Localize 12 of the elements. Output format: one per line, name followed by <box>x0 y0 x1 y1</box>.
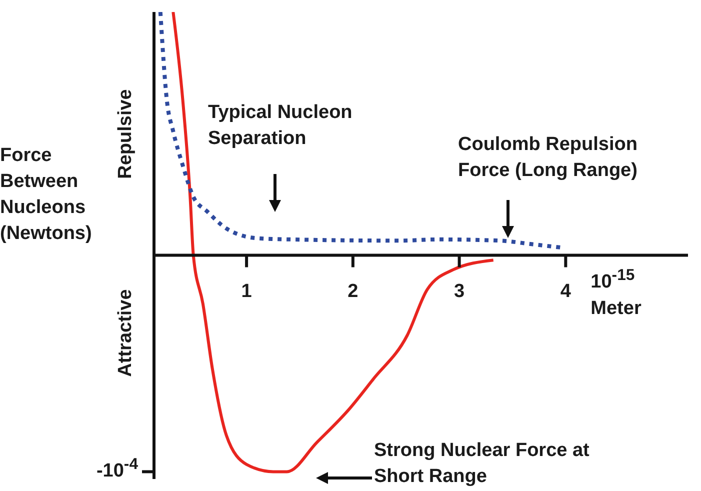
annotation: Coulomb Repulsion Force (Long Range) <box>458 133 638 183</box>
x-tick-label: 3 <box>454 281 465 302</box>
text: -10$^{-4}$ <box>96 454 138 484</box>
annotation: Strong Nuclear Force at Short Range <box>374 439 590 489</box>
y-axis-title: Force Between Nucleons (Newtons) <box>0 145 92 244</box>
x-axis-title: 10$^{-15}$ Meter <box>590 266 642 321</box>
text: Repulsive <box>114 88 137 178</box>
annotation: Typical Nucleon Separation <box>208 101 354 151</box>
x-tick-label: 2 <box>348 281 358 302</box>
text: Attractive <box>114 290 137 378</box>
x-tick-label: 1 <box>241 281 252 302</box>
x-tick-label: 4 <box>560 281 572 302</box>
